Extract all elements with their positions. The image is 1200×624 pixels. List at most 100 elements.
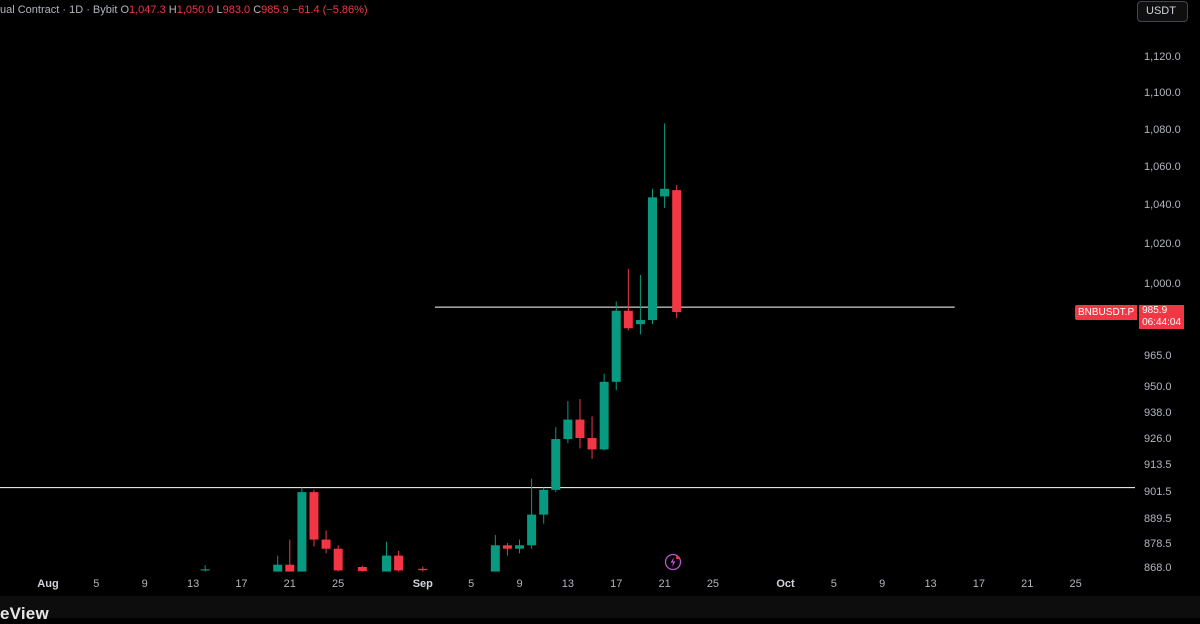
candle-body xyxy=(490,545,500,572)
candle-body xyxy=(273,564,283,572)
candle-2025-08-14[interactable] xyxy=(200,565,210,572)
candle-body xyxy=(502,545,512,549)
candle-2025-09-20[interactable] xyxy=(648,188,657,325)
candle-2025-09-08[interactable] xyxy=(502,543,512,556)
candle-body xyxy=(575,419,585,438)
y-tick-label-8: 950.0 xyxy=(1144,381,1172,393)
x-tick-label-7: Sep xyxy=(413,578,433,590)
candle-body xyxy=(527,514,537,546)
last-price-tag: BNBUSDT.P 985.9 06:44:04 xyxy=(1075,305,1185,329)
candle-body xyxy=(660,188,670,197)
y-tick-label-0: 1,120.0 xyxy=(1144,51,1181,63)
candle-body xyxy=(551,439,561,490)
candle-2025-09-16[interactable] xyxy=(599,373,609,451)
candlestick-chart[interactable]: 1,120.0 1,100.0 1,080.0 1,060.0 1,040.0 1,020… xyxy=(0,0,1200,596)
legend-low-label: L xyxy=(216,4,223,16)
candle-body xyxy=(587,438,597,450)
candle-body xyxy=(333,548,343,571)
x-tick-label-3: 13 xyxy=(187,578,199,590)
candle-2025-08-21[interactable] xyxy=(285,539,295,572)
candle-2025-09-07[interactable] xyxy=(490,535,500,572)
candle-2025-09-19[interactable] xyxy=(635,275,645,335)
candle-2025-08-22[interactable] xyxy=(297,487,307,572)
y-tick-label-11: 913.5 xyxy=(1144,459,1172,471)
candle-2025-09-21[interactable] xyxy=(660,123,670,208)
y-tick-label-5: 1,020.0 xyxy=(1144,238,1181,250)
candle-2025-08-23[interactable] xyxy=(309,489,319,547)
candle-body xyxy=(672,190,682,313)
legend-title: ual Contract · 1D · Bybit xyxy=(0,4,118,16)
y-tick-label-1: 1,100.0 xyxy=(1144,87,1181,99)
y-tick-label-14: 878.5 xyxy=(1144,538,1172,550)
candle-2025-09-12[interactable] xyxy=(551,427,561,493)
legend-close-label: C xyxy=(253,4,262,16)
candle-body xyxy=(648,197,657,321)
candle-body xyxy=(563,419,573,440)
candle-2025-08-20[interactable] xyxy=(273,555,283,572)
candle-body xyxy=(515,545,525,549)
x-tick-label-0: Aug xyxy=(37,578,58,590)
candle-2025-08-25[interactable] xyxy=(333,545,343,572)
x-tick-label-10: 13 xyxy=(562,578,574,590)
candle-2025-09-22[interactable] xyxy=(672,185,682,318)
x-tick-label-13: 25 xyxy=(707,578,719,590)
x-tick-label-18: 17 xyxy=(973,578,985,590)
y-tick-label-12: 901.5 xyxy=(1144,486,1172,498)
brand-logo-text: eView xyxy=(0,604,49,623)
x-tick-label-16: 9 xyxy=(879,578,885,590)
candle-2025-09-17[interactable] xyxy=(611,301,621,391)
legend-open-label: O xyxy=(120,4,129,16)
x-tick-label-19: 21 xyxy=(1021,578,1033,590)
y-tick-label-9: 938.0 xyxy=(1144,407,1172,419)
y-tick-label-7: 965.0 xyxy=(1144,350,1172,362)
candle-2025-08-29[interactable] xyxy=(382,541,392,572)
legend-high-value: 1,050.0 xyxy=(176,4,214,16)
price-tag-symbol: BNBUSDT.P xyxy=(1075,305,1138,320)
x-tick-label-15: 5 xyxy=(831,578,837,590)
candle-body xyxy=(200,569,210,571)
legend-open-value: 1,047.3 xyxy=(129,4,166,16)
currency-button[interactable]: USDT xyxy=(1137,1,1188,22)
price-tag-countdown: 06:44:04 xyxy=(1139,317,1185,329)
candle-2025-08-30[interactable] xyxy=(394,551,404,572)
x-tick-label-1: 5 xyxy=(93,578,99,590)
candle-2025-09-14[interactable] xyxy=(575,399,585,449)
candle-body xyxy=(418,568,428,571)
candle-body xyxy=(623,310,633,329)
candle-2025-08-24[interactable] xyxy=(321,530,331,554)
y-tick-label-10: 926.0 xyxy=(1144,433,1172,445)
legend-high-label: H xyxy=(168,4,177,16)
y-tick-label-4: 1,040.0 xyxy=(1144,199,1181,211)
x-tick-label-8: 5 xyxy=(468,578,474,590)
candle-2025-09-11[interactable] xyxy=(539,487,549,524)
candle-body xyxy=(285,564,295,572)
candle-body xyxy=(611,310,621,382)
candle-body xyxy=(297,492,307,572)
candle-body xyxy=(309,492,319,540)
x-tick-label-6: 25 xyxy=(332,578,344,590)
x-tick-label-11: 17 xyxy=(610,578,622,590)
candle-body xyxy=(539,489,549,515)
candle-2025-09-13[interactable] xyxy=(563,401,573,444)
x-tick-label-4: 17 xyxy=(235,578,247,590)
candle-2025-09-10[interactable] xyxy=(527,478,537,549)
candle-2025-08-27[interactable] xyxy=(357,565,367,572)
candle-2025-09-15[interactable] xyxy=(587,416,597,459)
candle-body xyxy=(599,381,609,450)
candle-body xyxy=(635,320,645,325)
candle-body xyxy=(394,555,404,571)
y-tick-label-3: 1,060.0 xyxy=(1144,161,1181,173)
candle-body xyxy=(357,567,367,572)
candle-body xyxy=(382,555,392,572)
footer-band xyxy=(0,596,1200,618)
price-tag-price: 985.9 xyxy=(1139,305,1185,317)
candle-2025-09-01[interactable] xyxy=(418,566,428,572)
y-tick-label-2: 1,080.0 xyxy=(1144,124,1181,136)
ohlc-legend: ual Contract · 1D · Bybit O1,047.3 H1,05… xyxy=(0,4,368,16)
candle-2025-09-18[interactable] xyxy=(623,269,633,331)
lightning-icon[interactable] xyxy=(664,553,682,571)
x-tick-label-9: 9 xyxy=(516,578,522,590)
candle-2025-09-09[interactable] xyxy=(515,539,525,554)
y-tick-label-15: 868.0 xyxy=(1144,562,1172,574)
